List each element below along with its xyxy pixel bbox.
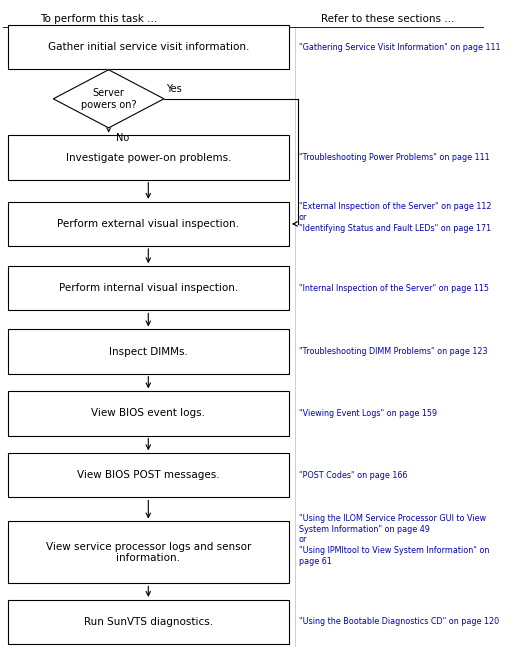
Text: Server
powers on?: Server powers on? [81, 88, 136, 110]
Text: No: No [116, 133, 129, 143]
Text: "Using the Bootable Diagnostics CD" on page 120: "Using the Bootable Diagnostics CD" on p… [298, 618, 499, 627]
Bar [7, 25, 289, 69]
Bar [7, 330, 289, 374]
Text: To perform this task ...: To perform this task ... [40, 14, 157, 23]
Text: "Internal Inspection of the Server" on page 115: "Internal Inspection of the Server" on p… [298, 284, 489, 293]
Text: Yes: Yes [166, 84, 182, 94]
Bar [7, 135, 289, 179]
Text: Run SunVTS diagnostics.: Run SunVTS diagnostics. [84, 617, 213, 627]
Text: "Using the ILOM Service Processor GUI to View
System Information" on page 49
or
: "Using the ILOM Service Processor GUI to… [298, 514, 489, 566]
Text: "POST Codes" on page 166: "POST Codes" on page 166 [298, 471, 407, 480]
Text: "External Inspection of the Server" on page 112
or
"Identifying Status and Fault: "External Inspection of the Server" on p… [298, 202, 491, 233]
Text: "Gathering Service Visit Information" on page 111: "Gathering Service Visit Information" on… [298, 42, 500, 51]
Bar [7, 266, 289, 311]
Text: "Troubleshooting Power Problems" on page 111: "Troubleshooting Power Problems" on page… [298, 153, 489, 162]
Text: Perform internal visual inspection.: Perform internal visual inspection. [59, 283, 238, 293]
Bar [7, 391, 289, 436]
Text: Gather initial service visit information.: Gather initial service visit information… [48, 42, 249, 52]
Text: "Viewing Event Logs" on page 159: "Viewing Event Logs" on page 159 [298, 409, 437, 418]
Text: "Troubleshooting DIMM Problems" on page 123: "Troubleshooting DIMM Problems" on page … [298, 347, 487, 356]
Text: Refer to these sections ...: Refer to these sections ... [321, 14, 454, 23]
Bar [7, 600, 289, 644]
Bar [7, 453, 289, 497]
Text: Investigate power-on problems.: Investigate power-on problems. [66, 153, 231, 162]
Text: View BIOS event logs.: View BIOS event logs. [91, 408, 205, 419]
Polygon shape [54, 70, 164, 128]
Bar [7, 202, 289, 246]
Text: View service processor logs and sensor
information.: View service processor logs and sensor i… [46, 541, 251, 564]
Text: View BIOS POST messages.: View BIOS POST messages. [77, 471, 219, 480]
Bar [7, 521, 289, 584]
Text: Inspect DIMMs.: Inspect DIMMs. [109, 346, 188, 357]
Text: Perform external visual inspection.: Perform external visual inspection. [57, 219, 240, 229]
